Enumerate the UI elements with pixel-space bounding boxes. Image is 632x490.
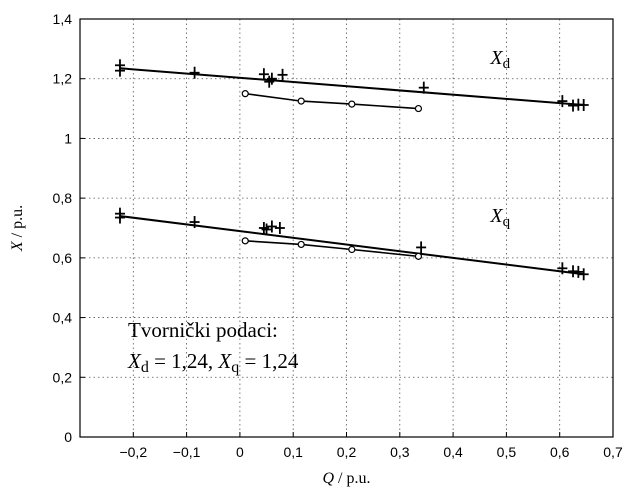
data-point-plus xyxy=(189,66,200,79)
data-point-plus xyxy=(557,95,568,108)
data-point-plus xyxy=(258,68,269,81)
data-point-circle xyxy=(414,104,423,113)
data-point-plus xyxy=(573,265,584,278)
data-point-plus xyxy=(578,98,589,111)
x-tick-label: 0,7 xyxy=(603,444,623,460)
y-tick-label: 0,4 xyxy=(53,310,73,326)
series-2 xyxy=(114,207,589,281)
series-group xyxy=(114,59,589,281)
data-point-plus xyxy=(266,220,277,233)
data-point-circle xyxy=(348,245,356,254)
y-tick-label: 1,4 xyxy=(53,11,73,27)
plot-frame xyxy=(79,18,614,438)
y-tick-label: 0,8 xyxy=(53,190,73,206)
x-axis-label: Q / p.u. xyxy=(322,470,370,487)
data-point-circle xyxy=(414,252,423,260)
data-point-plus xyxy=(557,262,568,275)
series-0 xyxy=(114,59,589,112)
y-tick-label: 0 xyxy=(64,429,72,445)
x-tick-label: 0,3 xyxy=(390,444,410,460)
x-tick-label: 0 xyxy=(236,444,244,460)
series-3 xyxy=(241,237,423,260)
y-tick-label: 0,6 xyxy=(53,250,73,266)
y-tick-label: 1 xyxy=(64,130,72,146)
grid xyxy=(80,19,613,437)
series-label-xq: Xq xyxy=(489,205,510,230)
data-point-circle xyxy=(297,97,305,105)
tick-labels: −0,2 −0,1 0 0,1 0,2 0,3 0,4 0,5 0,6 0,7 0 0,2 0,4 0,6… xyxy=(53,11,623,460)
x-tick-label: 0,4 xyxy=(443,444,463,460)
x-tick-label: 0,2 xyxy=(337,444,357,460)
series-fit-line xyxy=(119,67,584,106)
series-fit-line xyxy=(119,215,584,276)
x-tick-label: 0,6 xyxy=(550,444,570,460)
data-point-plus xyxy=(189,216,200,229)
data-point-plus xyxy=(416,241,427,254)
data-point-circle xyxy=(348,100,356,108)
annotation-values: Xd = 1,24, Xq = 1,24 xyxy=(127,349,299,376)
data-point-plus xyxy=(277,68,288,81)
y-tick-label: 0,2 xyxy=(53,369,73,385)
x-tick-label: −0,2 xyxy=(119,444,147,460)
data-point-circle xyxy=(241,237,249,245)
series-line xyxy=(245,92,419,110)
y-tick-label: 1,2 xyxy=(53,71,73,87)
series-line xyxy=(245,240,419,258)
x-tick-label: −0,1 xyxy=(173,444,201,460)
data-point-plus xyxy=(261,223,272,236)
data-point-circle xyxy=(297,240,305,249)
data-point-plus xyxy=(114,211,125,224)
data-point-circle xyxy=(241,90,249,98)
series-1 xyxy=(241,90,423,113)
data-point-plus xyxy=(578,268,589,281)
data-point-plus xyxy=(114,64,125,77)
data-point-plus xyxy=(266,72,277,85)
x-tick-label: 0,5 xyxy=(497,444,517,460)
annotation-title: Tvornički podaci: xyxy=(128,318,278,342)
x-tick-label: 0,1 xyxy=(283,444,303,460)
y-axis-label: X / p.u. xyxy=(9,205,26,252)
data-point-plus xyxy=(274,222,285,234)
series-label-xd: Xd xyxy=(489,47,510,72)
data-point-plus xyxy=(418,81,429,94)
